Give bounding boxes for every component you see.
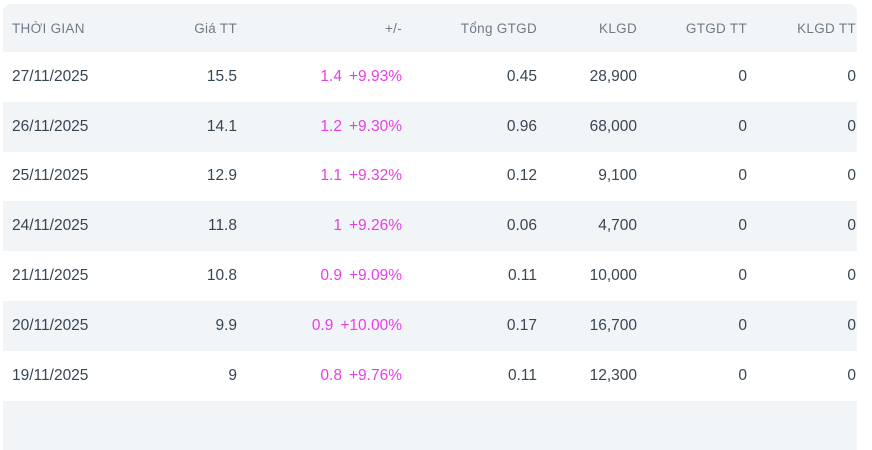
change-value: 1.1 bbox=[320, 167, 342, 185]
cell-total_value: 0.45 bbox=[506, 67, 537, 85]
table-row: 21/11/2025 10.8 0.9 +9.09% 0.11 10,000 0 0 bbox=[3, 251, 857, 301]
column-header-gtgd_tt: GTGD TT bbox=[685, 20, 747, 36]
cell-date: 24/11/2025 bbox=[12, 217, 89, 235]
change-value: 0.8 bbox=[320, 366, 342, 384]
cell-total_value: 0.11 bbox=[507, 366, 537, 384]
change-value: 0.9 bbox=[311, 316, 334, 334]
table-row: 24/11/2025 11.8 1 +9.26% 0.06 4,700 0 0 bbox=[3, 201, 857, 252]
column-header-volume: KLGD bbox=[599, 20, 637, 36]
cell-date: 19/11/2025 bbox=[12, 366, 89, 384]
cell-gtgd_tt: 0 bbox=[738, 366, 747, 384]
cell-price: 15.5 bbox=[206, 67, 237, 85]
price-history-table: THỜI GIAN Giá TT +/- Tổng GTGD KLGD GTGD TT KL… bbox=[3, 4, 857, 450]
table-row: 27/11/2025 15.5 1.4 +9.93% 0.45 28,900 0 0 bbox=[3, 52, 857, 102]
column-header-change: +/- bbox=[384, 20, 402, 36]
partial-next-row bbox=[3, 400, 857, 450]
cell-date: 25/11/2025 bbox=[12, 167, 89, 185]
cell-change: 0.8 +9.76% bbox=[241, 367, 406, 385]
cell-volume: 16,700 bbox=[589, 316, 637, 334]
table-body: 27/11/2025 15.5 1.4 +9.93% 0.45 28,900 0 0 26/11… bbox=[3, 52, 857, 450]
table-header-row: THỜI GIAN Giá TT +/- Tổng GTGD KLGD GTGD TT KL… bbox=[3, 4, 857, 52]
cell-klgd_tt: 0 bbox=[847, 366, 856, 384]
change-percent: +9.30% bbox=[348, 117, 402, 135]
cell-price: 10.8 bbox=[206, 267, 237, 285]
cell-price: 14.1 bbox=[206, 117, 237, 135]
table-row: 26/11/2025 14.1 1.2 +9.30% 0.96 68,000 0 0 bbox=[3, 101, 857, 152]
cell-gtgd_tt: 0 bbox=[738, 117, 747, 135]
cell-volume: 9,100 bbox=[598, 167, 637, 185]
cell-gtgd_tt: 0 bbox=[738, 267, 747, 285]
column-header-date: THỜI GIAN bbox=[12, 20, 85, 36]
cell-price: 12.9 bbox=[206, 167, 237, 185]
cell-klgd_tt: 0 bbox=[847, 267, 856, 285]
cell-change: 0.9 +10.00% bbox=[241, 317, 406, 335]
change-percent: +10.00% bbox=[340, 316, 402, 334]
change-percent: +9.09% bbox=[348, 267, 402, 285]
column-header-total_value: Tổng GTGD bbox=[460, 20, 537, 36]
table-row: 20/11/2025 9.9 0.9 +10.00% 0.17 16,700 0 0 bbox=[3, 300, 857, 351]
change-value: 1 bbox=[333, 217, 342, 235]
column-header-klgd_tt: KLGD TT bbox=[797, 20, 856, 36]
cell-date: 27/11/2025 bbox=[12, 67, 89, 85]
change-value: 0.9 bbox=[320, 267, 342, 285]
cell-total_value: 0.96 bbox=[506, 117, 537, 135]
cell-date: 26/11/2025 bbox=[12, 117, 89, 135]
change-percent: +9.32% bbox=[348, 167, 402, 185]
cell-gtgd_tt: 0 bbox=[738, 67, 747, 85]
change-value: 1.4 bbox=[320, 67, 342, 85]
cell-change: 0.9 +9.09% bbox=[241, 267, 406, 285]
cell-date: 20/11/2025 bbox=[12, 316, 89, 334]
change-percent: +9.93% bbox=[348, 67, 402, 85]
cell-gtgd_tt: 0 bbox=[738, 316, 747, 334]
cell-klgd_tt: 0 bbox=[847, 117, 856, 135]
cell-total_value: 0.06 bbox=[506, 217, 537, 235]
cell-gtgd_tt: 0 bbox=[738, 217, 747, 235]
cell-change: 1 +9.26% bbox=[241, 217, 406, 235]
cell-total_value: 0.12 bbox=[506, 167, 537, 185]
cell-price: 9.9 bbox=[215, 316, 237, 334]
cell-volume: 10,000 bbox=[589, 267, 637, 285]
column-header-price: Giá TT bbox=[194, 20, 237, 36]
change-percent: +9.26% bbox=[348, 217, 402, 235]
cell-change: 1.1 +9.32% bbox=[241, 167, 406, 185]
cell-total_value: 0.11 bbox=[507, 267, 537, 285]
cell-change: 1.4 +9.93% bbox=[241, 68, 406, 86]
cell-change: 1.2 +9.30% bbox=[241, 118, 406, 136]
cell-price: 9 bbox=[228, 366, 237, 384]
cell-date: 21/11/2025 bbox=[12, 267, 89, 285]
cell-volume: 4,700 bbox=[598, 217, 637, 235]
change-value: 1.2 bbox=[320, 117, 342, 135]
cell-klgd_tt: 0 bbox=[847, 67, 856, 85]
cell-klgd_tt: 0 bbox=[847, 167, 856, 185]
cell-klgd_tt: 0 bbox=[847, 316, 856, 334]
cell-klgd_tt: 0 bbox=[847, 217, 856, 235]
cell-volume: 68,000 bbox=[589, 117, 637, 135]
cell-gtgd_tt: 0 bbox=[738, 167, 747, 185]
cell-volume: 28,900 bbox=[589, 67, 637, 85]
cell-total_value: 0.17 bbox=[506, 316, 537, 334]
table-row: 19/11/2025 9 0.8 +9.76% 0.11 12,300 0 0 bbox=[3, 350, 857, 401]
change-percent: +9.76% bbox=[348, 366, 402, 384]
table-row: 25/11/2025 12.9 1.1 +9.32% 0.12 9,100 0 0 bbox=[3, 151, 857, 202]
cell-price: 11.8 bbox=[207, 217, 237, 235]
cell-volume: 12,300 bbox=[589, 366, 637, 384]
